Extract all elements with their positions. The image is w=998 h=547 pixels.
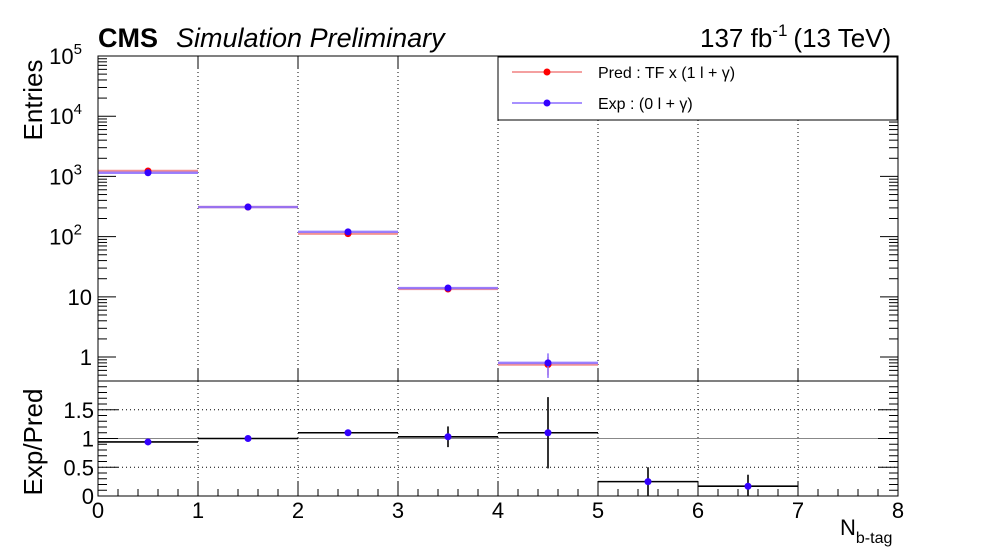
ratio-point: [544, 429, 552, 437]
legend: Pred : TF x (1 l + γ) Exp : (0 l + γ): [497, 56, 898, 121]
ratio-point: [344, 429, 352, 437]
legend-label: Pred : TF x (1 l + γ): [598, 65, 735, 82]
x-tick-label: 6: [692, 498, 704, 523]
ratio-point: [244, 435, 252, 442]
x-tick-label: 7: [792, 498, 804, 523]
ratio-point: [744, 482, 752, 490]
legend-label: Exp : (0 l + γ): [598, 96, 693, 113]
experiment-label: CMS: [98, 23, 158, 53]
main-y-tick-label: 105: [49, 41, 82, 69]
ratio-y-tick-label: 0: [82, 484, 94, 509]
xlabel: Nb-tag: [840, 515, 892, 547]
main-y-tick-label: 10: [68, 285, 92, 310]
tick-exponent: 5: [74, 41, 82, 58]
ratio-panel: 0 0.5 1 1.5 0 1 2 3 4 5 6 7 8: [63, 380, 904, 523]
ratio-ylabel: Exp/Pred: [18, 389, 48, 496]
legend-marker: [543, 68, 551, 76]
tick-base: 10: [49, 44, 73, 69]
lumi-exponent: -1: [772, 21, 787, 40]
main-y-tick-label: 103: [49, 161, 82, 189]
data-point: [344, 228, 352, 236]
data-point: [244, 203, 252, 211]
simulation-label: Simulation Preliminary: [176, 23, 446, 53]
tick-base: 1: [80, 345, 92, 370]
x-tick-label: 4: [492, 498, 504, 523]
x-tick-label: 8: [892, 498, 904, 523]
ratio-point: [444, 433, 452, 441]
ratio-y-tick-label: 1: [82, 427, 94, 452]
series-1: [98, 169, 598, 378]
x-tick-label: 2: [292, 498, 304, 523]
ratio-y-tick-label: 0.5: [63, 455, 94, 480]
data-point: [144, 169, 152, 177]
ratio-frame: [97, 380, 899, 497]
tick-exponent: 2: [74, 222, 82, 239]
xlabel-base: N: [840, 515, 856, 540]
tick-base: 10: [68, 285, 92, 310]
x-tick-label: 0: [92, 498, 104, 523]
main-y-tick-label: 102: [49, 222, 82, 250]
legend-marker: [543, 99, 551, 107]
lumi-number: 137 fb: [700, 23, 772, 53]
ratio-point: [144, 438, 152, 446]
ratio-y-tick-label: 1.5: [63, 398, 94, 423]
ratio-point: [644, 478, 652, 486]
tick-base: 10: [49, 104, 73, 129]
lumi-value: 137 fb-1 (13 TeV): [700, 21, 891, 53]
tick-base: 10: [49, 225, 73, 250]
legend-box: [497, 56, 898, 121]
x-tick-label: 3: [392, 498, 404, 523]
data-point: [544, 359, 552, 367]
x-tick-label: 5: [592, 498, 604, 523]
data-point: [444, 284, 452, 292]
tick-exponent: 3: [74, 161, 82, 178]
tick-exponent: 4: [74, 101, 82, 118]
xlabel-sub: b-tag: [856, 530, 892, 547]
main-y-tick-label: 104: [49, 101, 82, 129]
tick-base: 10: [49, 164, 73, 189]
lumi-energy: (13 TeV): [793, 23, 891, 53]
main-ylabel: Entries: [18, 60, 48, 141]
x-tick-label: 1: [192, 498, 204, 523]
main-y-tick-label: 1: [80, 345, 92, 370]
